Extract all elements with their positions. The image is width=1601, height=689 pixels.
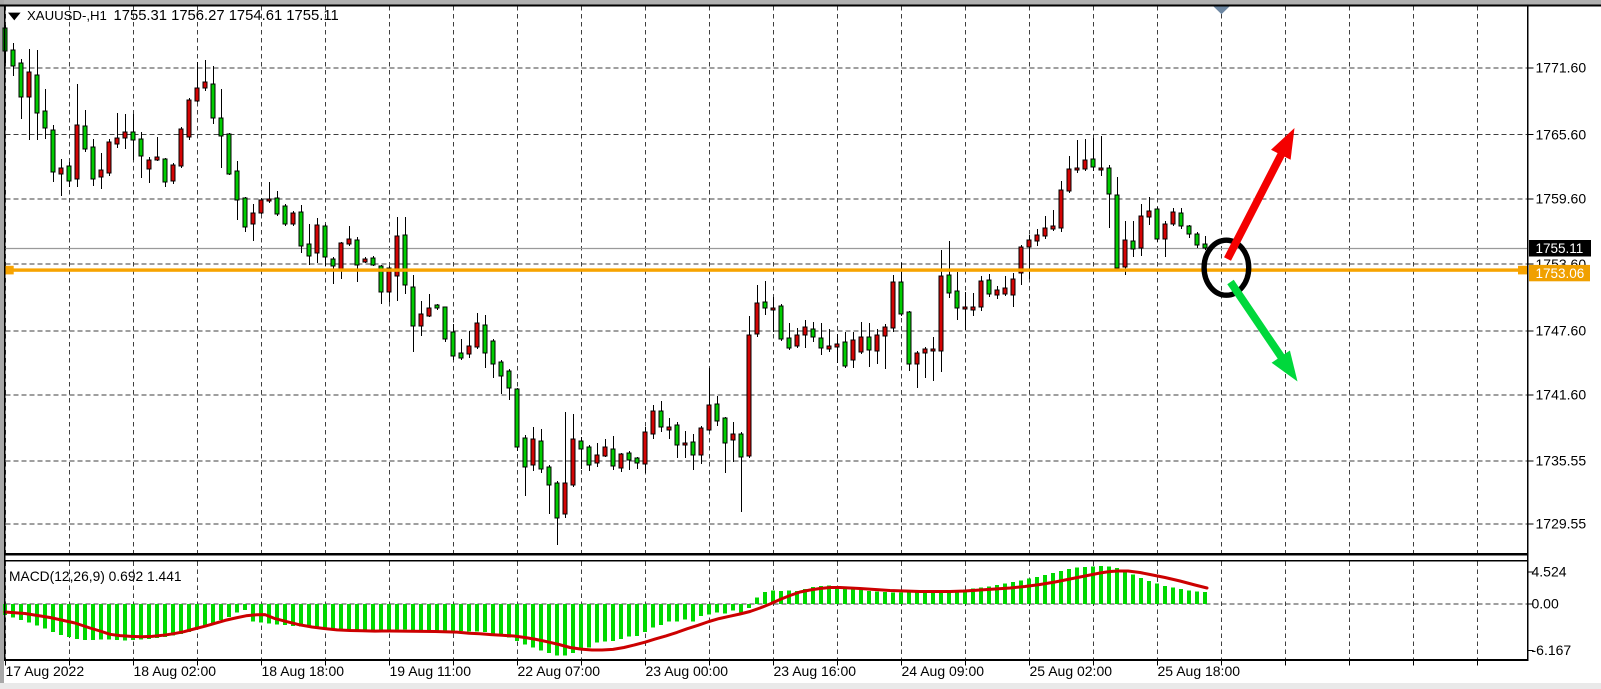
svg-text:18 Aug 18:00: 18 Aug 18:00	[262, 663, 345, 679]
svg-text:4.524: 4.524	[1532, 564, 1567, 580]
svg-text:1755.31 1756.27 1754.61 1755.1: 1755.31 1756.27 1754.61 1755.11	[114, 8, 339, 24]
svg-text:XAUUSD-,H1: XAUUSD-,H1	[27, 8, 107, 23]
svg-text:1747.60: 1747.60	[1536, 323, 1587, 339]
svg-text:1759.60: 1759.60	[1536, 191, 1587, 207]
svg-text:19 Aug 11:00: 19 Aug 11:00	[390, 663, 472, 679]
svg-text:1753.06: 1753.06	[1536, 266, 1585, 281]
svg-text:18 Aug 02:00: 18 Aug 02:00	[134, 663, 217, 679]
svg-text:1765.60: 1765.60	[1536, 127, 1587, 143]
svg-text:1771.60: 1771.60	[1536, 60, 1587, 76]
svg-text:1729.55: 1729.55	[1536, 516, 1587, 532]
svg-text:0.00: 0.00	[1532, 596, 1559, 612]
svg-text:23 Aug 16:00: 23 Aug 16:00	[774, 663, 857, 679]
svg-text:1755.11: 1755.11	[1536, 241, 1584, 256]
svg-text:1741.60: 1741.60	[1536, 387, 1587, 403]
svg-text:23 Aug 00:00: 23 Aug 00:00	[646, 663, 729, 679]
svg-text:17 Aug 2022: 17 Aug 2022	[6, 663, 85, 679]
svg-text:22 Aug 07:00: 22 Aug 07:00	[518, 663, 601, 679]
svg-text:1735.55: 1735.55	[1536, 453, 1587, 469]
svg-text:25 Aug 02:00: 25 Aug 02:00	[1030, 663, 1113, 679]
svg-text:-6.167: -6.167	[1532, 642, 1572, 658]
svg-text:25 Aug 18:00: 25 Aug 18:00	[1158, 663, 1241, 679]
svg-text:24 Aug 09:00: 24 Aug 09:00	[902, 663, 985, 679]
svg-text:MACD(12,26,9) 0.692 1.441: MACD(12,26,9) 0.692 1.441	[9, 569, 182, 584]
